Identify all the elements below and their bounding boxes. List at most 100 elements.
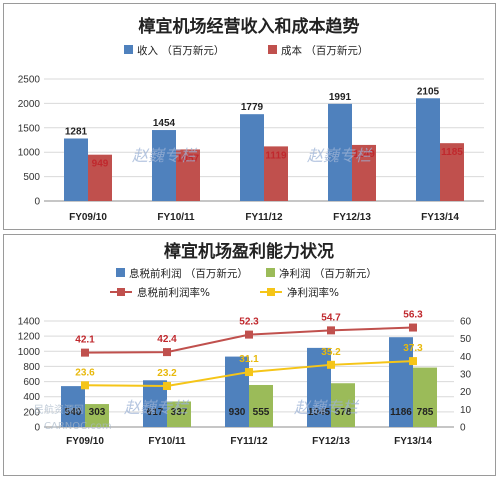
line-marker	[163, 348, 171, 357]
line-marker	[327, 326, 335, 335]
legend-swatch-net-profit	[266, 268, 275, 277]
bar-0-3	[328, 103, 352, 201]
data-label: 1991	[329, 92, 352, 103]
y-tick-label: 1000	[18, 347, 41, 358]
profitability-chart: 樟宜机场盈利能力状况 息税前利润 （百万新元） 净利润 （百万新元） 息税前利润…	[18, 241, 472, 447]
watermark: 赵巍专栏	[294, 398, 360, 417]
bar-0-0	[64, 138, 88, 201]
line-marker	[409, 357, 417, 366]
data-label: 1057	[177, 153, 200, 164]
watermark: 赵巍专栏	[132, 146, 198, 165]
bar-0-1	[152, 130, 176, 201]
y-tick-label: 600	[23, 377, 40, 388]
data-label: 1149	[353, 149, 375, 160]
bar-1-4	[413, 367, 437, 427]
data-label: 54.7	[321, 312, 341, 323]
data-label: 31.1	[239, 354, 259, 365]
bar-0-4	[416, 98, 440, 201]
y2-tick-label: 50	[460, 334, 472, 345]
y-tick-label: 1400	[18, 317, 41, 328]
bar-1-3	[352, 144, 376, 201]
y-tick-label: 2000	[18, 99, 41, 110]
line-marker	[245, 330, 253, 339]
x-tick-label: FY12/13	[312, 436, 350, 447]
x-tick-label: FY13/14	[421, 212, 459, 223]
x-tick-label: FY10/11	[157, 212, 195, 223]
x-tick-label: FY12/13	[333, 212, 371, 223]
y-tick-label: 500	[23, 172, 40, 183]
bar-1-1	[167, 401, 191, 427]
watermark: 赵巍专栏	[124, 398, 190, 417]
legend-swatch-revenue	[124, 45, 133, 54]
bar-0-0	[61, 386, 85, 427]
line-marker	[163, 382, 171, 391]
data-label: 56.3	[403, 310, 423, 321]
bar-1-3	[331, 383, 355, 427]
legend-label-cost: 成本 （百万新元）	[281, 44, 368, 57]
chart-title: 樟宜机场经营收入和成本趋势	[139, 16, 360, 37]
y-tick-label: 1500	[18, 123, 41, 134]
y2-tick-label: 10	[460, 405, 472, 416]
legend-swatch-cost	[268, 45, 277, 54]
line-marker	[81, 381, 89, 390]
data-label: 555	[253, 407, 270, 418]
revenue-cost-chart-panel: 樟宜机场经营收入和成本趋势 收入 （百万新元） 成本 （百万新元） 0 500 10…	[3, 3, 496, 230]
data-label: 42.1	[75, 335, 95, 346]
data-label: 1185	[441, 147, 463, 158]
y-tick-label: 1200	[18, 332, 41, 343]
legend-marker-net-margin	[267, 288, 275, 296]
data-label: 930	[229, 407, 246, 418]
data-label: 540	[65, 407, 82, 418]
watermark-site: CARNOC.com	[44, 421, 112, 432]
line-marker	[327, 360, 335, 369]
data-label: 1281	[65, 126, 88, 137]
data-label: 1454	[153, 118, 176, 129]
data-label: 1119	[265, 150, 287, 161]
y-tick-label: 0	[34, 197, 40, 208]
legend-label-revenue: 收入 （百万新元）	[137, 44, 224, 57]
legend-marker-ebit-margin	[117, 288, 125, 296]
y-tick-label: 200	[23, 407, 40, 418]
data-label: 578	[335, 407, 352, 418]
legend-label-ebit: 息税前利润 （百万新元）	[129, 267, 248, 280]
data-label: 1045	[308, 407, 331, 418]
bar-1-0	[85, 404, 109, 427]
data-label: 1779	[241, 102, 264, 113]
watermark: 赵巍专栏	[307, 146, 373, 165]
bar-0-4	[389, 337, 413, 427]
revenue-cost-chart: 樟宜机场经营收入和成本趋势 收入 （百万新元） 成本 （百万新元） 0 500 10…	[18, 16, 484, 223]
y-tick-label: 2500	[18, 75, 41, 86]
legend-swatch-ebit	[116, 268, 125, 277]
watermark-site: 民航资源网	[34, 403, 84, 416]
profitability-chart-panel: 樟宜机场盈利能力状况 息税前利润 （百万新元） 净利润 （百万新元） 息税前利润…	[3, 234, 496, 476]
line-marker	[409, 323, 417, 332]
bar-1-0	[88, 154, 112, 201]
y2-tick-label: 20	[460, 387, 472, 398]
y2-tick-label: 30	[460, 370, 472, 381]
data-label: 23.2	[157, 368, 177, 379]
bar-1-4	[440, 143, 464, 201]
y2-tick-label: 40	[460, 352, 472, 363]
data-label: 35.2	[321, 347, 341, 358]
bar-1-2	[249, 384, 273, 427]
legend-label-net-profit: 净利润 （百万新元）	[279, 267, 377, 280]
data-label: 2105	[417, 86, 440, 97]
y-tick-label: 0	[34, 423, 40, 434]
x-tick-label: FY11/12	[230, 436, 268, 447]
x-tick-label: FY11/12	[245, 212, 283, 223]
data-label: 42.4	[157, 334, 177, 345]
chart-title: 樟宜机场盈利能力状况	[164, 241, 334, 262]
data-label: 52.3	[239, 317, 259, 328]
x-tick-label: FY09/10	[66, 436, 104, 447]
y-tick-label: 1000	[18, 148, 41, 159]
data-label: 337	[171, 407, 188, 418]
y2-tick-label: 0	[460, 423, 466, 434]
data-label: 303	[89, 407, 106, 418]
y2-tick-label: 60	[460, 317, 472, 328]
x-tick-label: FY13/14	[394, 436, 432, 447]
data-label: 1186	[390, 407, 412, 418]
legend-label-ebit-margin: 息税前利润率%	[137, 286, 210, 299]
x-tick-label: FY09/10	[69, 212, 107, 223]
x-tick-label: FY10/11	[148, 436, 186, 447]
data-label: 37.3	[403, 343, 423, 354]
